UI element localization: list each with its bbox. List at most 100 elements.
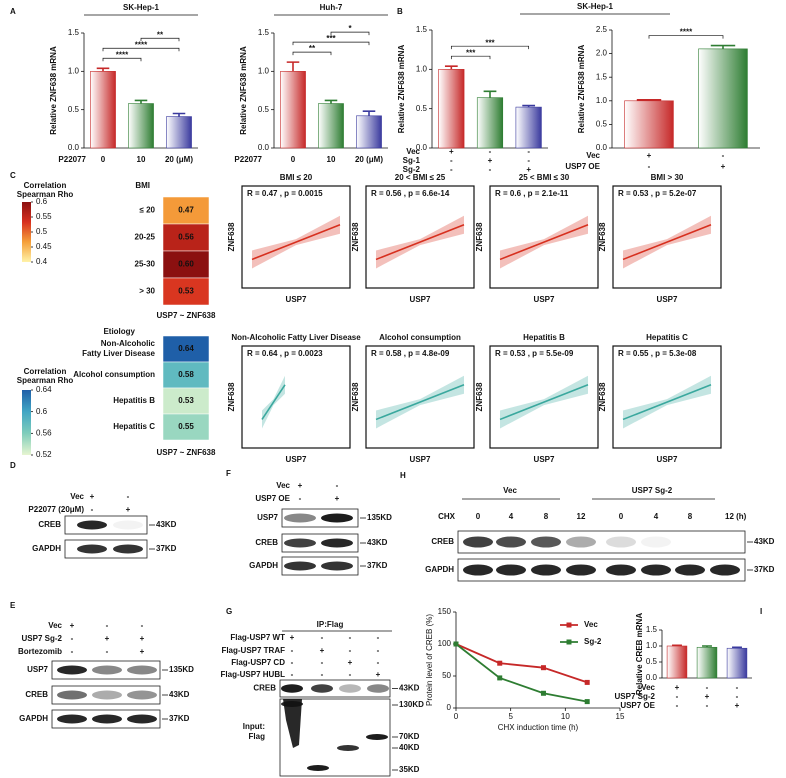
x-tick-label: 15 xyxy=(616,712,625,721)
blot-band xyxy=(496,564,526,576)
y-axis-label: Relative ZNF638 mRNA xyxy=(397,45,406,134)
significance-label: ** xyxy=(309,44,316,53)
size-label: 43KD xyxy=(399,684,420,693)
heatmap-row-label: Hepatitis C xyxy=(113,422,155,431)
blot-band xyxy=(606,564,636,576)
size-label: 37KD xyxy=(169,714,190,723)
error-bar xyxy=(96,67,110,72)
blot-band xyxy=(641,564,671,576)
blot-strip xyxy=(279,679,391,698)
y-tick-label: 0.0 xyxy=(646,673,658,682)
y-axis-label: ZNF638 xyxy=(475,222,484,251)
y-tick-label: 0.5 xyxy=(596,120,608,129)
blot-label: GAPDH xyxy=(32,544,61,553)
scatter-title: Hepatitis C xyxy=(646,333,688,342)
y-axis-label: Protein level of CREB (%) xyxy=(425,614,434,706)
colorbar-title: Correlation xyxy=(24,181,67,190)
ip-header: IP:Flag xyxy=(317,620,344,629)
colorbar-tick-label: 0.56 xyxy=(36,428,52,437)
heatmap-row-label: 25-30 xyxy=(135,260,156,269)
blot-band xyxy=(366,734,388,740)
condition-mark: 0 xyxy=(101,155,106,164)
heatmap-value: 0.47 xyxy=(178,206,194,215)
blot-label: USP7 xyxy=(27,665,48,674)
condition-mark: - xyxy=(321,658,324,667)
scatter-stats: R = 0.64 , p = 0.0023 xyxy=(247,349,323,358)
bar xyxy=(280,71,306,149)
heatmap-value: 0.53 xyxy=(178,287,194,296)
colorbar xyxy=(22,202,31,262)
size-label: 43KD xyxy=(156,520,177,529)
error-bar xyxy=(286,61,300,72)
condition-label: Vec xyxy=(586,151,600,160)
condition-mark: + xyxy=(126,505,131,514)
scatter-frame xyxy=(612,185,722,289)
blot-label: USP7 xyxy=(257,513,278,522)
heatmap-cell xyxy=(162,413,210,441)
colorbar-tick-label: 0.6 xyxy=(36,197,48,206)
x-axis-label: USP7 xyxy=(657,455,678,464)
y-tick-label: 0.0 xyxy=(258,143,270,152)
condition-mark: - xyxy=(349,670,352,679)
condition-mark: - xyxy=(71,634,74,643)
group-title: SK-Hep-1 xyxy=(577,2,614,11)
condition-mark: - xyxy=(648,162,651,171)
y-axis-label: ZNF638 xyxy=(475,382,484,411)
condition-label: USP7 OE xyxy=(565,162,600,171)
panel-letter: F xyxy=(226,469,231,478)
error-bar xyxy=(324,99,338,104)
condition-mark: + xyxy=(735,701,740,710)
y-tick-label: 1.0 xyxy=(416,64,428,73)
significance-label: ** xyxy=(157,30,164,39)
condition-mark: - xyxy=(377,658,380,667)
y-tick-label: 1.0 xyxy=(68,66,80,75)
y-tick-label: 0 xyxy=(447,703,452,712)
blot-band xyxy=(127,665,157,675)
size-label: 40KD xyxy=(399,743,420,752)
blot-band xyxy=(127,714,157,724)
panel-letter: A xyxy=(10,7,16,16)
condition-mark: - xyxy=(527,147,530,156)
condition-label: Vec xyxy=(48,621,62,630)
blot-band xyxy=(113,544,143,554)
blot-band xyxy=(566,536,596,548)
bar xyxy=(515,106,542,149)
condition-label: Bortezomib xyxy=(18,647,62,656)
condition-mark: - xyxy=(377,633,380,642)
y-tick-label: 1.5 xyxy=(646,625,658,634)
chart-title: Huh-7 xyxy=(320,3,343,12)
fit-line xyxy=(499,384,589,421)
y-tick-label: 0.0 xyxy=(416,143,428,152)
heatmap-value: 0.64 xyxy=(178,344,194,353)
data-point xyxy=(540,665,546,671)
y-axis-label: ZNF638 xyxy=(598,222,607,251)
heatmap-cell xyxy=(162,196,210,225)
time-value: 8 xyxy=(544,512,549,521)
condition-mark: - xyxy=(736,683,739,692)
blot-band xyxy=(57,665,87,675)
x-axis-label: USP7 xyxy=(286,295,307,304)
condition-label: Flag-USP7 CD xyxy=(231,658,285,667)
size-label: 135KD xyxy=(367,513,392,522)
blot-band xyxy=(367,684,389,693)
scatter-stats: R = 0.53 , p = 5.2e-07 xyxy=(618,189,697,198)
fit-line xyxy=(375,224,465,261)
blot-band xyxy=(337,745,359,751)
error-bar xyxy=(444,65,458,70)
heatmap-value: 0.60 xyxy=(178,260,194,269)
blot-band xyxy=(77,544,107,554)
blot-strip xyxy=(281,508,359,528)
y-tick-label: 1.5 xyxy=(596,72,608,81)
blot-band xyxy=(284,513,316,523)
significance-bracket xyxy=(102,57,142,62)
condition-mark: - xyxy=(91,505,94,514)
bar xyxy=(698,48,748,149)
y-tick-label: 0.5 xyxy=(646,657,658,666)
heatmap-row-label: 20-25 xyxy=(135,233,156,242)
data-point xyxy=(584,679,590,685)
significance-bracket xyxy=(292,51,332,56)
scatter-stats: R = 0.58 , p = 4.8e-09 xyxy=(371,349,450,358)
condition-mark: 10 xyxy=(137,155,146,164)
scatter-title: Non-Alcoholic Fatty Liver Disease xyxy=(231,333,361,342)
error-bar xyxy=(172,112,186,117)
